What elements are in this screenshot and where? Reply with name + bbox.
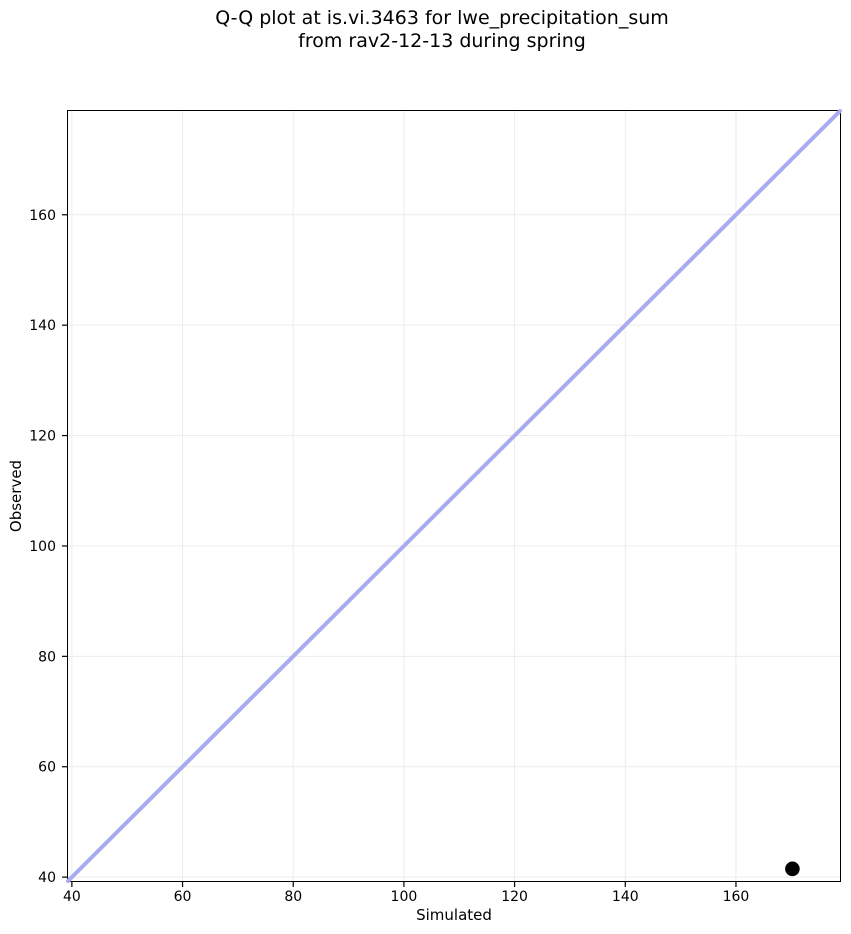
chart-title: Q-Q plot at is.vi.3463 for lwe_precipita… xyxy=(56,7,828,53)
y-tick-label: 120 xyxy=(29,428,56,444)
chart-title-line-1: Q-Q plot at is.vi.3463 for lwe_precipita… xyxy=(215,7,669,29)
y-tick-label: 160 xyxy=(29,208,56,224)
x-tick-label: 160 xyxy=(722,889,749,905)
y-tick-label: 100 xyxy=(29,539,56,555)
x-tick-label: 120 xyxy=(501,889,528,905)
y-axis-label: Observed xyxy=(7,459,25,533)
y-tick-label: 140 xyxy=(29,318,56,334)
chart-title-line-2: from rav2-12-13 during spring xyxy=(298,30,586,52)
identity-line xyxy=(65,108,842,883)
y-tick-label: 60 xyxy=(38,760,56,776)
x-tick-label: 100 xyxy=(390,889,417,905)
data-point xyxy=(784,861,800,876)
x-tick-label: 80 xyxy=(284,889,302,905)
plot-area: 40 60 80 100 120 140 160 40 60 80 100 120 140 160 xyxy=(29,108,842,905)
x-tick-label: 40 xyxy=(63,889,81,905)
x-tick-label: 140 xyxy=(612,889,639,905)
plot-canvas: 40 60 80 100 120 140 160 40 60 80 100 120 140 160 xyxy=(29,108,842,905)
x-axis-label: Simulated xyxy=(416,906,492,924)
x-tick-label: 60 xyxy=(173,889,191,905)
y-tick-label: 40 xyxy=(38,870,56,886)
y-tick-label: 80 xyxy=(38,649,56,665)
